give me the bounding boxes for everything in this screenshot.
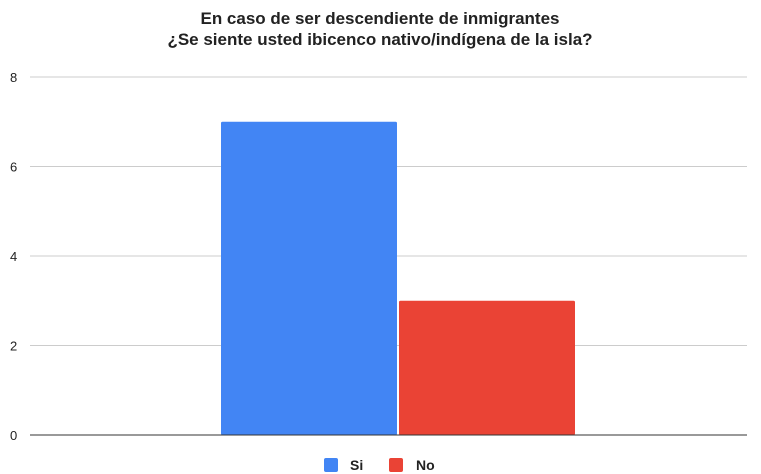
bar-si (221, 121, 397, 435)
chart-title-line-2: ¿Se siente usted ibicenco nativo/indígen… (167, 30, 592, 49)
y-tick-label: 6 (10, 160, 17, 175)
legend-label-si: Si (350, 457, 363, 473)
y-tick-label: 2 (10, 339, 17, 354)
bar-no (399, 300, 575, 435)
legend-swatch-si (324, 458, 338, 472)
legend-swatch-no (389, 458, 403, 472)
legend: Si No (324, 457, 435, 473)
y-tick-label: 0 (10, 428, 17, 443)
legend-label-no: No (416, 457, 435, 473)
y-tick-labels: 0 2 4 6 8 (10, 70, 17, 443)
y-tick-label: 8 (10, 70, 17, 85)
y-tick-label: 4 (10, 249, 17, 264)
bars (221, 121, 575, 435)
chart-title-line-1: En caso de ser descendiente de inmigrant… (200, 9, 559, 28)
